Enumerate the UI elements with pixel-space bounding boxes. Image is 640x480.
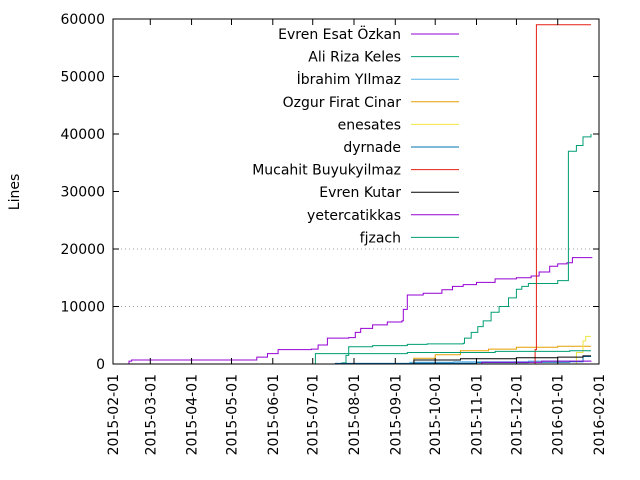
legend-label: Evren Esat Özkan	[278, 25, 401, 43]
series-lines	[127, 24, 593, 365]
y-tick-label: 60000	[60, 12, 105, 28]
x-tick-label: 2016-02-01	[592, 374, 608, 455]
series-line	[314, 350, 591, 365]
legend: Evren Esat Özkan Ali Riza Keles İbrahim YI…	[252, 25, 459, 246]
x-tick-label: 2015-03-01	[143, 374, 159, 455]
x-tick-label: 2015-05-01	[225, 374, 241, 455]
legend-label: yetercatikkas	[307, 208, 401, 224]
legend-label: enesates	[338, 117, 401, 133]
x-tick-label: 2015-11-01	[470, 374, 486, 455]
legend-label: İbrahim YIlmaz	[297, 70, 401, 88]
y-tick-label: 30000	[60, 185, 105, 201]
series-line	[127, 257, 593, 365]
legend-label: Mucahit Buyukyilmaz	[252, 163, 401, 179]
y-tick-label: 50000	[60, 70, 105, 86]
x-tick-label: 2015-06-01	[266, 374, 282, 455]
y-axis-label: Lines	[7, 174, 23, 210]
x-tick-label: 2016-01-01	[551, 374, 567, 455]
x-tick-label: 2015-02-01	[106, 374, 122, 455]
y-tick-label: 10000	[60, 300, 105, 316]
series-line	[569, 335, 591, 365]
legend-label: dyrnade	[343, 140, 401, 156]
x-tick-label: 2015-09-01	[388, 374, 404, 455]
legend-label: fjzach	[360, 230, 401, 246]
x-tick-label: 2015-07-01	[306, 374, 322, 455]
series-line	[407, 345, 591, 365]
x-tick-label: 2015-12-01	[509, 374, 525, 455]
axes: 0 10000 20000 30000 40000 50000 60000 2015-02-0…	[60, 12, 608, 455]
x-tick-label: 2015-10-01	[428, 374, 444, 455]
legend-label: Evren Kutar	[319, 185, 401, 201]
y-tick-label: 0	[96, 357, 105, 373]
legend-label: Ozgur Firat Cinar	[283, 95, 402, 111]
x-tick-label: 2015-04-01	[185, 374, 201, 455]
y-tick-label: 40000	[60, 127, 105, 143]
legend-label: Ali Riza Keles	[308, 50, 401, 66]
series-line	[338, 134, 592, 365]
x-tick-label: 2015-08-01	[347, 374, 363, 455]
grid-lines	[113, 248, 599, 307]
y-tick-label: 20000	[60, 242, 105, 258]
series-line	[533, 24, 591, 365]
